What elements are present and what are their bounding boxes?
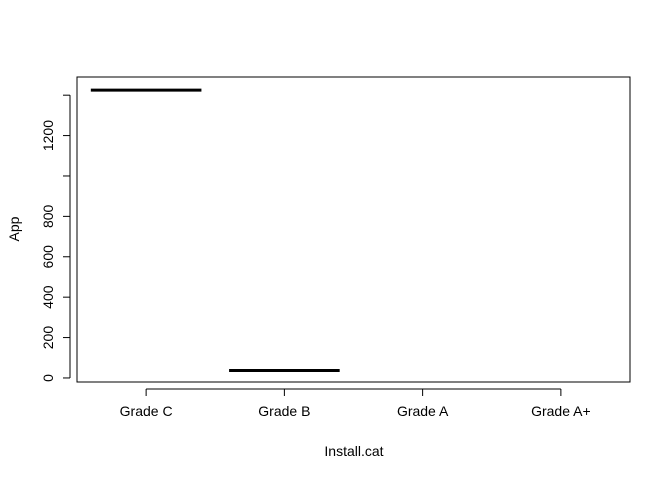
x-tick-label: Grade B: [258, 403, 310, 419]
y-tick-label: 1200: [40, 120, 56, 151]
y-tick-label: 0: [40, 374, 56, 382]
x-axis-label: Install.cat: [324, 443, 383, 459]
y-tick-label: 200: [40, 326, 56, 350]
x-tick-label: Grade C: [120, 403, 173, 419]
y-tick-label: 600: [40, 245, 56, 269]
y-tick-label: 400: [40, 285, 56, 309]
plot-frame: [76, 76, 631, 383]
x-axis: Grade C Grade B Grade A Grade A+: [120, 388, 591, 419]
x-tick-label: Grade A: [397, 403, 449, 419]
y-axis: 0 200 400 600 800 1200: [40, 94, 71, 382]
x-tick-label: Grade A+: [531, 403, 591, 419]
y-axis-label: App: [6, 216, 22, 241]
y-tick-label: 800: [40, 204, 56, 228]
box-medians: [90, 88, 340, 372]
